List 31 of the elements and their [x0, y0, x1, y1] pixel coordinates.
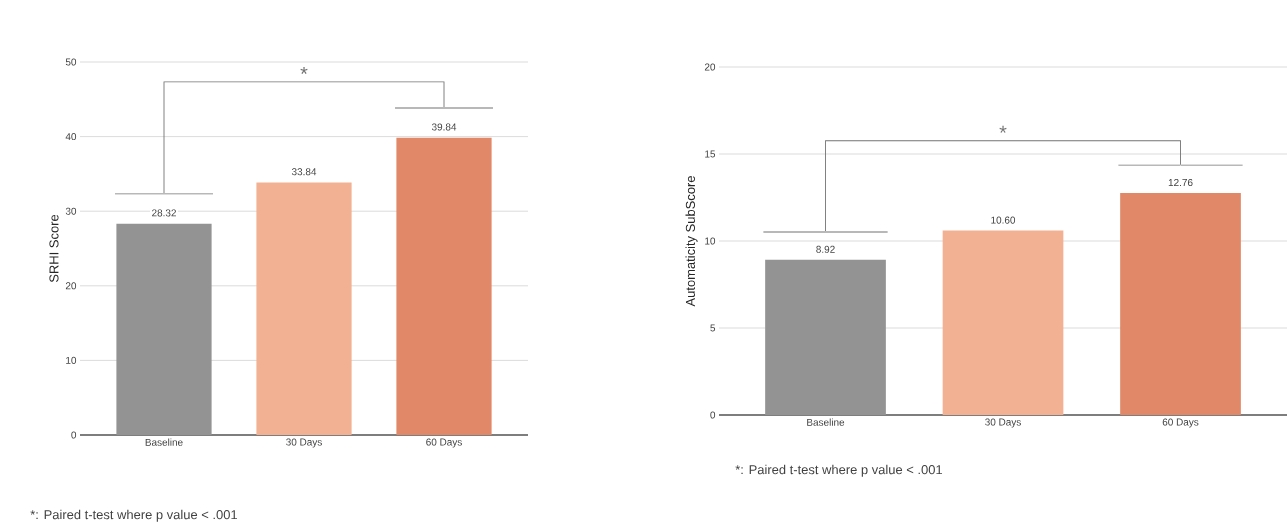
data-label: 28.32 — [152, 209, 176, 217]
data-label: 8.92 — [816, 245, 835, 253]
x-tick-label: 60 Days — [426, 438, 462, 448]
text: *: Paired t-test where p value < .001 — [735, 464, 943, 477]
x-tick-label: Baseline — [807, 418, 845, 426]
y-tick-label: 15 — [705, 150, 716, 158]
annotation: * — [999, 125, 1007, 133]
x-tick-label: Baseline — [145, 438, 183, 446]
y-tick-label: 30 — [65, 207, 77, 215]
y-tick-label: 0 — [710, 411, 716, 419]
y-tick-label: 5 — [710, 324, 716, 332]
x-tick-label: 60 Days — [1162, 418, 1199, 428]
annotation: * — [300, 66, 308, 74]
bar — [765, 259, 886, 415]
y-tick-label: 50 — [65, 58, 77, 66]
bar — [942, 230, 1064, 415]
bar — [396, 137, 492, 435]
bar — [256, 182, 352, 435]
y-tick-label: 20 — [65, 282, 77, 290]
y-tick-label: 20 — [704, 63, 716, 71]
y-tick-label: 10 — [705, 237, 716, 245]
y-axis-title: SRHI Score — [49, 214, 59, 283]
bar — [116, 223, 212, 435]
y-tick-label: 0 — [71, 431, 77, 439]
x-tick-label: 30 Days — [985, 418, 1021, 428]
y-axis-title: Automaticity SubScore — [685, 176, 698, 307]
x-tick-label: 30 Days — [286, 438, 322, 448]
text: *: Paired t-test where p value < .001 — [30, 509, 238, 522]
bar — [1120, 192, 1241, 415]
y-tick-label: 40 — [65, 133, 77, 141]
y-tick-label: 10 — [66, 356, 77, 364]
